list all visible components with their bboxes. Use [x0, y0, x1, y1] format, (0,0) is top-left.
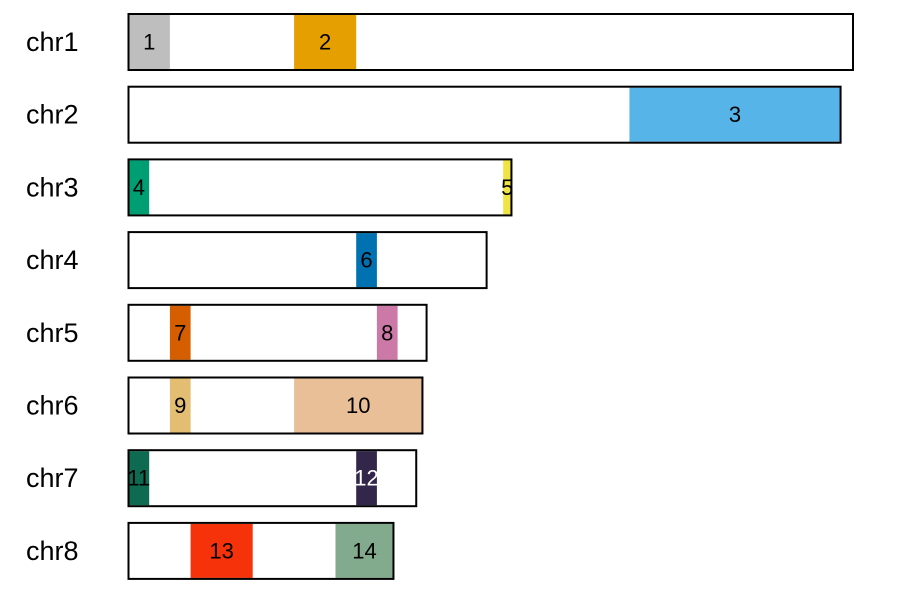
region-label-9: 9	[174, 393, 186, 418]
region-block-2	[294, 15, 357, 69]
region-blocks	[128, 15, 841, 578]
region-label-2: 2	[319, 30, 331, 55]
chromosome-outlines	[127, 13, 854, 580]
chromosome-bar-chr4	[127, 231, 488, 290]
region-block-11	[128, 451, 150, 506]
region-label-14: 14	[352, 538, 376, 563]
region-label-8: 8	[381, 320, 393, 345]
region-label-3: 3	[729, 102, 741, 127]
region-label-1: 1	[143, 30, 155, 55]
region-block-4	[128, 160, 150, 215]
region-label-12: 12	[354, 466, 378, 491]
region-block-13	[190, 523, 253, 578]
region-label-5: 5	[501, 175, 513, 200]
chromosome-bar-chr3	[127, 158, 513, 217]
chromosome-label-chr4: chr4	[26, 245, 79, 275]
chromosome-label-chr8: chr8	[26, 536, 79, 566]
region-block-10	[294, 378, 423, 433]
region-label-7: 7	[174, 320, 186, 345]
region-block-7	[169, 305, 191, 360]
chromosome-labels: chr1 chr2 chr3 chr4 chr5 chr6 chr7 chr8	[26, 27, 79, 566]
chromosome-bar-chr6	[127, 376, 424, 435]
region-label-10: 10	[346, 393, 370, 418]
region-block-14	[335, 523, 394, 578]
region-block-1	[128, 15, 170, 69]
chromosome-bar-chr5	[127, 303, 428, 362]
chromosome-label-chr2: chr2	[26, 100, 79, 130]
region-block-5	[503, 160, 512, 215]
chromosome-bar-chr8	[127, 521, 395, 580]
chromosome-label-chr1: chr1	[26, 27, 79, 57]
region-block-9	[169, 378, 191, 433]
region-block-8	[376, 305, 398, 360]
region-block-6	[356, 233, 377, 288]
chromosome-label-chr7: chr7	[26, 463, 79, 493]
region-block-3	[629, 87, 841, 142]
chromosome-bar-chr1	[127, 13, 854, 71]
region-label-4: 4	[133, 175, 145, 200]
chromosome-bar-chr2	[127, 85, 842, 144]
chromosome-bar-chr7	[127, 449, 418, 508]
chromosome-label-chr5: chr5	[26, 318, 79, 348]
region-label-11: 11	[127, 466, 150, 491]
region-label-6: 6	[360, 248, 372, 273]
chromosome-label-chr6: chr6	[26, 391, 79, 421]
region-block-12	[356, 451, 377, 506]
region-label-13: 13	[209, 538, 233, 563]
chromosome-label-chr3: chr3	[26, 172, 79, 202]
